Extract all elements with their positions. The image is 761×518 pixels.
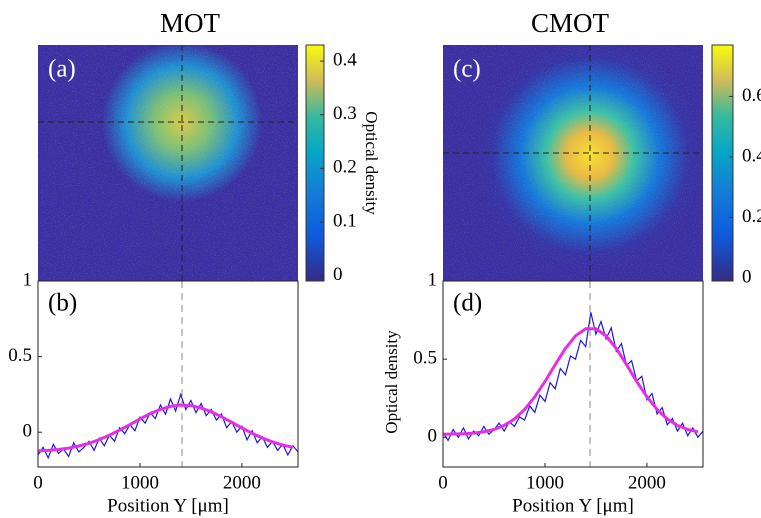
heatmap-a [38, 45, 298, 281]
x-tick-label: 0 [438, 472, 448, 493]
colorbar-tick-label: 0.6 [742, 85, 761, 106]
colorbar-tick-label: 0.4 [333, 49, 357, 70]
panel-title: CMOT [531, 8, 610, 38]
data-line [442, 312, 704, 442]
y-tick-label: 1 [428, 269, 438, 290]
colorbar-tick-label: 0 [333, 264, 343, 285]
heatmap-c [443, 45, 703, 281]
colorbar-tick-label: 0 [742, 266, 752, 287]
y-tick-label: 0 [23, 421, 33, 442]
x-axis-label: Position Y [μm] [107, 495, 229, 516]
colorbar-tick-label: 0.4 [742, 145, 761, 166]
panel-label: (d) [453, 290, 482, 317]
y-axis-label: Optical density [382, 330, 401, 434]
x-axis-label: Position Y [μm] [512, 495, 634, 516]
colorbar-tick-label: 0.2 [742, 206, 761, 227]
panel-label: (a) [48, 56, 76, 83]
panel-title: MOT [160, 8, 221, 38]
y-tick-label: 0.5 [413, 348, 437, 369]
colorbar-tick-label: 0.2 [333, 157, 357, 178]
colorbar [305, 44, 325, 282]
panel-label: (c) [453, 56, 481, 83]
x-tick-label: 0 [33, 472, 43, 493]
data-line [37, 392, 299, 460]
y-tick-label: 0 [428, 426, 438, 447]
x-tick-label: 2000 [628, 472, 666, 493]
y-tick-label: 0.5 [8, 345, 32, 366]
fit-line [442, 327, 699, 436]
colorbar-tick-label: 0.3 [333, 103, 357, 124]
x-tick-label: 2000 [223, 472, 261, 493]
x-tick-label: 1000 [121, 472, 159, 493]
plot-frame [442, 280, 704, 468]
plot-frame [37, 280, 299, 468]
fit-line [37, 403, 294, 453]
x-tick-label: 1000 [526, 472, 564, 493]
y-tick-label: 1 [23, 269, 33, 290]
colorbar [711, 44, 734, 282]
panel-label: (b) [48, 290, 77, 317]
colorbar-tick-label: 0.1 [333, 210, 357, 231]
colorbar-label: Optical density [362, 111, 381, 215]
